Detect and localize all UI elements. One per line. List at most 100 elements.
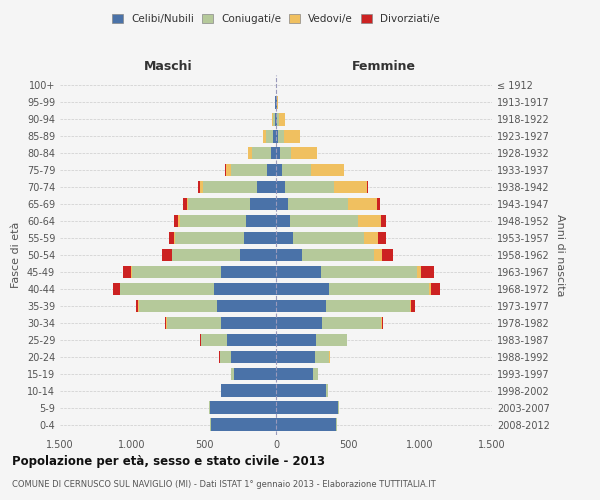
Bar	[276, 266, 320, 278]
Bar	[276, 113, 277, 126]
Bar	[276, 214, 290, 228]
Bar	[276, 368, 313, 380]
Bar	[290, 214, 358, 228]
Bar	[226, 164, 230, 176]
Bar	[316, 334, 347, 346]
Bar	[274, 130, 276, 142]
Text: COMUNE DI CERNUSCO SUL NAVIGLIO (MI) - Dati ISTAT 1° gennaio 2013 - Elaborazione: COMUNE DI CERNUSCO SUL NAVIGLIO (MI) - D…	[12, 480, 436, 489]
Bar	[322, 316, 381, 330]
Bar	[276, 282, 329, 296]
Bar	[165, 316, 166, 330]
Bar	[246, 214, 276, 228]
Bar	[124, 266, 131, 278]
Bar	[214, 282, 276, 296]
Bar	[280, 113, 285, 126]
Y-axis label: Fasce di età: Fasce di età	[11, 222, 21, 288]
Bar	[266, 164, 276, 176]
Bar	[367, 180, 368, 194]
Bar	[326, 384, 328, 397]
Bar	[410, 300, 412, 312]
Bar	[178, 214, 179, 228]
Bar	[381, 316, 382, 330]
Bar	[271, 146, 276, 160]
Bar	[287, 198, 348, 210]
Bar	[374, 248, 382, 262]
Bar	[276, 164, 282, 176]
Bar	[315, 350, 329, 364]
Bar	[381, 214, 386, 228]
Bar	[225, 164, 226, 176]
Bar	[167, 316, 221, 330]
Bar	[232, 350, 276, 364]
Bar	[136, 300, 139, 312]
Bar	[275, 113, 276, 126]
Bar	[277, 96, 278, 108]
Bar	[175, 232, 244, 244]
Bar	[276, 384, 326, 397]
Bar	[276, 350, 315, 364]
Bar	[313, 368, 318, 380]
Bar	[200, 180, 203, 194]
Bar	[329, 282, 428, 296]
Bar	[284, 180, 334, 194]
Bar	[284, 130, 300, 142]
Bar	[276, 402, 338, 414]
Bar	[230, 164, 266, 176]
Bar	[348, 198, 377, 210]
Bar	[221, 316, 276, 330]
Bar	[234, 368, 276, 380]
Bar	[210, 402, 276, 414]
Bar	[358, 214, 381, 228]
Bar	[221, 266, 276, 278]
Bar	[276, 248, 302, 262]
Bar	[221, 384, 276, 397]
Bar	[276, 180, 284, 194]
Text: Popolazione per età, sesso e stato civile - 2013: Popolazione per età, sesso e stato civil…	[12, 455, 325, 468]
Bar	[364, 232, 378, 244]
Bar	[412, 300, 415, 312]
Bar	[209, 402, 210, 414]
Legend: Celibi/Nubili, Coniugati/e, Vedovi/e, Divorziati/e: Celibi/Nubili, Coniugati/e, Vedovi/e, Di…	[108, 10, 444, 29]
Bar	[428, 282, 431, 296]
Bar	[278, 130, 284, 142]
Bar	[217, 300, 276, 312]
Bar	[132, 266, 221, 278]
Bar	[421, 266, 434, 278]
Bar	[277, 113, 280, 126]
Bar	[220, 350, 232, 364]
Bar	[250, 198, 276, 210]
Bar	[187, 198, 188, 210]
Bar	[272, 113, 274, 126]
Bar	[276, 300, 326, 312]
Bar	[302, 248, 374, 262]
Bar	[417, 266, 421, 278]
Bar	[274, 113, 275, 126]
Text: Maschi: Maschi	[143, 60, 193, 74]
Bar	[227, 334, 276, 346]
Bar	[276, 334, 316, 346]
Bar	[291, 146, 317, 160]
Bar	[377, 198, 380, 210]
Bar	[320, 266, 417, 278]
Bar	[382, 316, 383, 330]
Bar	[334, 180, 367, 194]
Bar	[240, 248, 276, 262]
Text: Femmine: Femmine	[352, 60, 416, 74]
Bar	[248, 146, 252, 160]
Bar	[282, 164, 311, 176]
Bar	[263, 130, 266, 142]
Bar	[211, 418, 276, 431]
Bar	[276, 130, 278, 142]
Bar	[121, 282, 214, 296]
Bar	[276, 418, 337, 431]
Bar	[276, 316, 322, 330]
Bar	[188, 198, 250, 210]
Bar	[131, 266, 132, 278]
Bar	[276, 232, 293, 244]
Bar	[201, 334, 227, 346]
Bar	[172, 248, 240, 262]
Bar	[378, 232, 386, 244]
Bar	[326, 300, 410, 312]
Bar	[174, 214, 178, 228]
Bar	[203, 180, 257, 194]
